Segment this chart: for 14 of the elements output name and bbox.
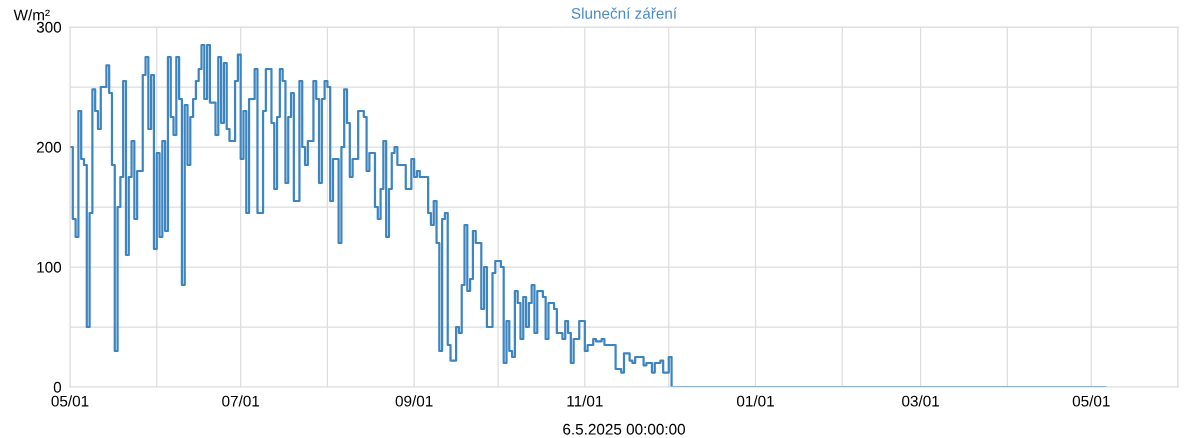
y-tick-label: 100 [37, 261, 62, 273]
y-tick-label: 0 [53, 381, 62, 393]
y-tick-label: 200 [36, 141, 62, 153]
y-axis-title: W/m² [13, 9, 50, 21]
x-tick-label: 05/01 [51, 395, 89, 407]
x-tick-label: 11/01 [567, 395, 603, 407]
x-tick-label: 01/01 [736, 395, 774, 407]
y-tick-label: 300 [36, 21, 62, 33]
chart-title: Sluneční záření [571, 7, 678, 19]
x-axis-title: 6.5.2025 00:00:00 [563, 423, 685, 435]
x-tick-label: 05/01 [1072, 395, 1110, 407]
x-tick-label: 03/01 [902, 395, 939, 407]
x-tick-label: 07/01 [222, 395, 260, 407]
x-tick-label: 09/01 [395, 395, 433, 407]
